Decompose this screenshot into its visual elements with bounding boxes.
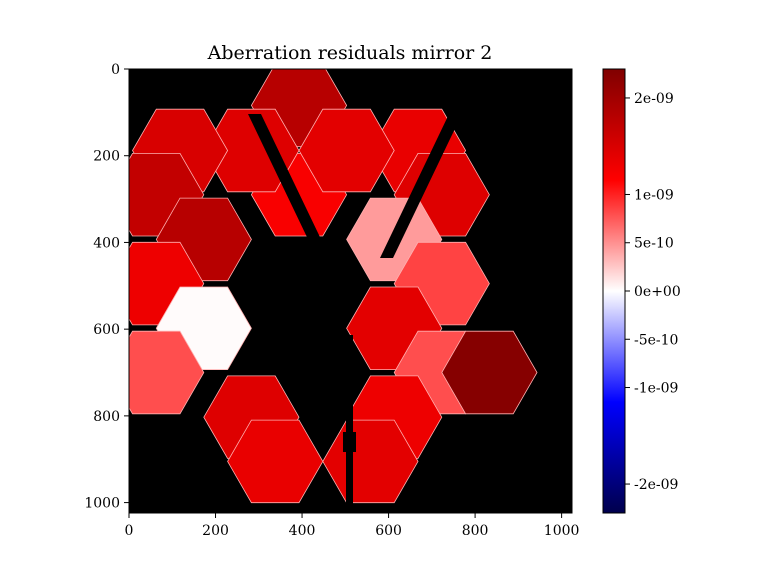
y-tick-label: 600	[93, 322, 120, 338]
colorbar-tick-label: 0e+00	[634, 284, 681, 300]
vertical-spider-strut	[346, 335, 353, 513]
colorbar: 2e-09 1e-09 5e-10 0e+00 -5e-10 -1e-09 -2e-09	[602, 68, 681, 514]
x-tick-label: 0	[125, 523, 134, 539]
colorbar-tick-label: -5e-10	[634, 332, 678, 348]
mirror-segments	[129, 69, 538, 504]
x-tick-label: 600	[375, 523, 402, 539]
plot-frame	[128, 68, 573, 514]
y-tick-label: 400	[93, 235, 120, 251]
plot-area	[128, 68, 573, 514]
colorbar-tick-label: -1e-09	[634, 381, 678, 397]
mirror-segment-b5	[129, 330, 205, 415]
y-axis: 0 200 400 600 800 1000	[84, 62, 129, 512]
x-tick-label: 1000	[544, 523, 580, 539]
colorbar-tick-label: -2e-09	[634, 477, 678, 493]
y-tick-label: 200	[93, 149, 120, 165]
colorbar-tick-label: 5e-10	[634, 236, 674, 252]
x-tick-label: 200	[202, 523, 229, 539]
strut-mount	[343, 432, 356, 452]
colorbar-gradient	[602, 68, 626, 514]
y-tick-label: 0	[111, 62, 120, 78]
right-spider-strut	[380, 114, 462, 258]
y-tick-label: 800	[93, 409, 120, 425]
x-axis: 0 200 400 600 800 1000	[125, 513, 580, 539]
mirror-segment-d1	[227, 419, 324, 504]
colorbar-tick-label: 2e-09	[634, 91, 674, 107]
x-tick-label: 400	[289, 523, 316, 539]
x-tick-label: 800	[462, 523, 489, 539]
mirror-segment-b4	[441, 330, 538, 415]
colorbar-ticks: 2e-09 1e-09 5e-10 0e+00 -5e-10 -1e-09 -2e-09	[625, 91, 681, 493]
chart-title: Aberration residuals mirror 2	[207, 42, 493, 64]
y-tick-label: 1000	[84, 496, 120, 512]
left-spider-strut	[248, 114, 330, 258]
colorbar-tick-label: 1e-09	[634, 187, 674, 203]
support-struts	[248, 114, 462, 513]
